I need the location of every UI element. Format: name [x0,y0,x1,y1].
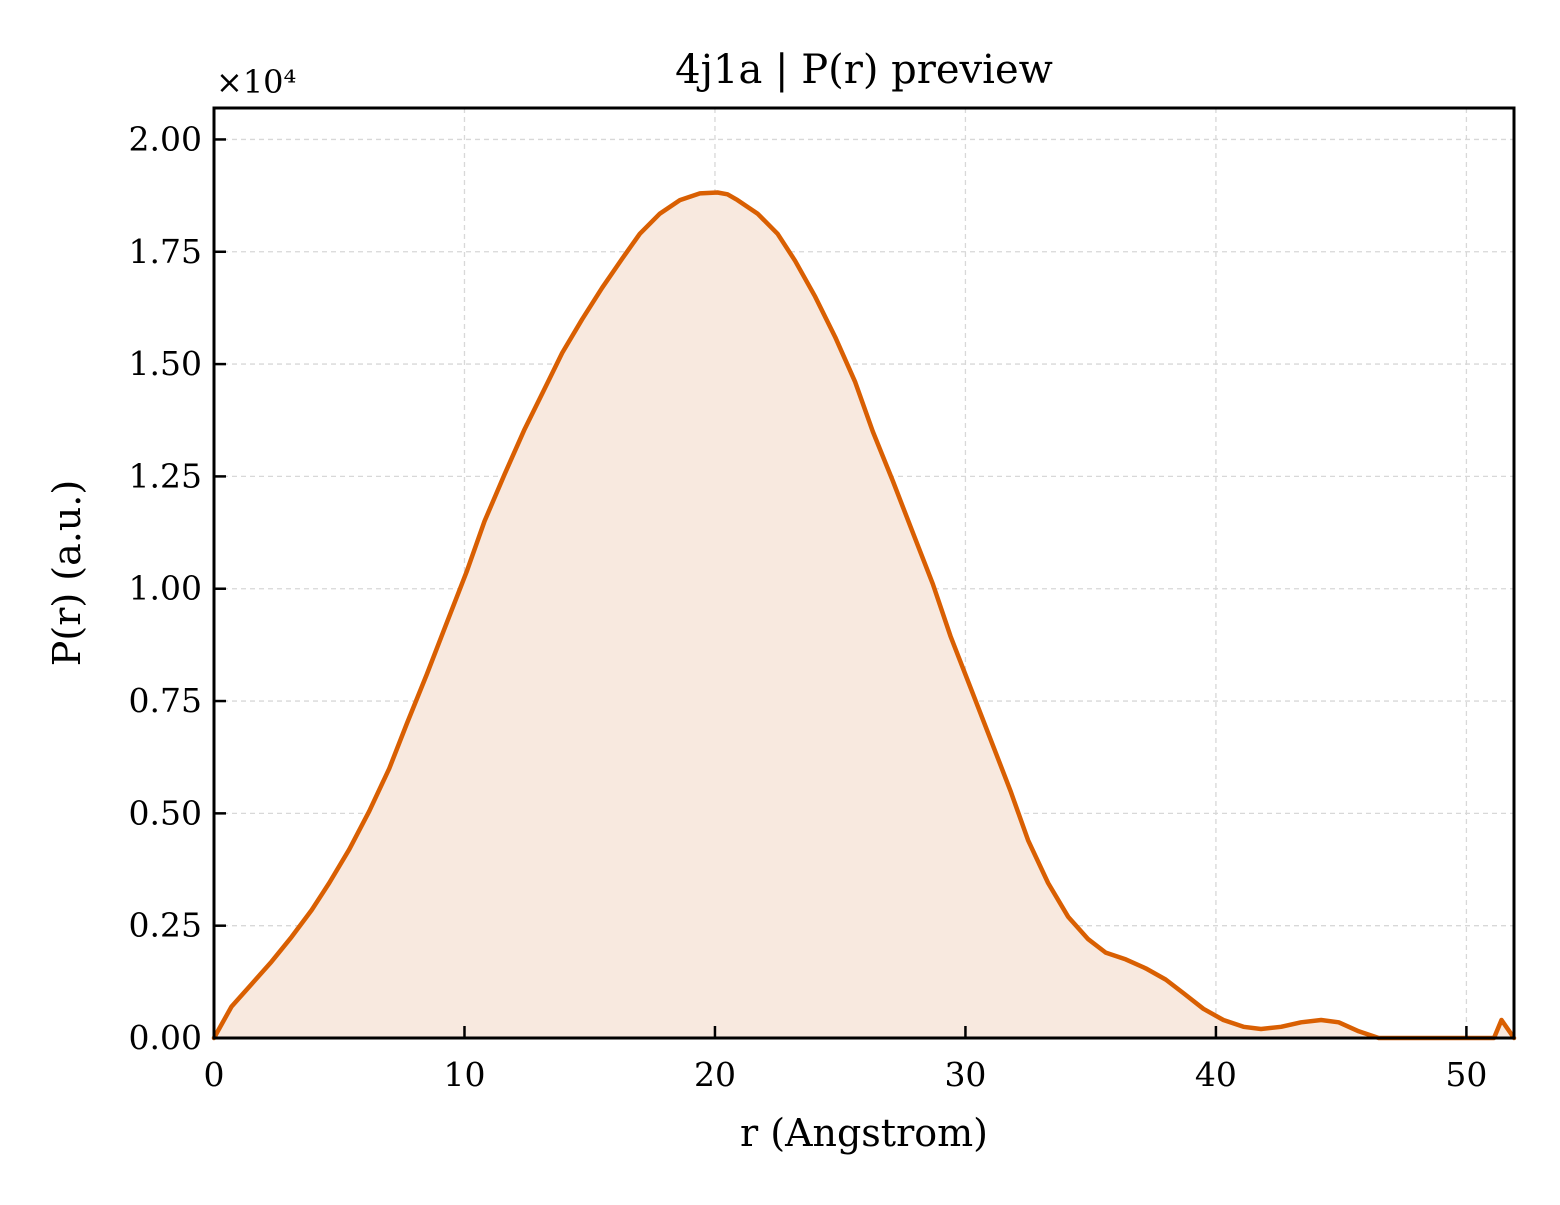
y-tick-label: 0.50 [129,793,202,832]
series-line [211,190,1517,1041]
area-fill [214,192,1514,1038]
plot-frame [212,106,1516,1040]
x-tick-labels: 0 10 20 30 40 50 [204,1055,1488,1094]
x-tick-label: 10 [443,1055,485,1094]
x-axis-label: r (Angstrom) [740,1111,988,1155]
y-tick-labels: 0.00 0.25 0.50 0.75 1.00 1.25 1.50 1.75 2.00 [129,119,202,1057]
x-tick-label: 40 [1195,1055,1237,1094]
y-tick-label: 1.75 [129,232,202,271]
area-fill-layer [214,192,1514,1038]
y-tick-label: 1.25 [129,456,202,495]
x-tick-label: 20 [694,1055,736,1094]
tick-marks [212,138,1468,1040]
y-tick-label: 2.00 [129,119,202,158]
y-axis-scale-offset: ×10⁴ [216,63,296,101]
y-axis-label: P(r) (a.u.) [45,480,89,666]
x-tick-label: 30 [944,1055,986,1094]
chart-title: 4j1a | P(r) preview [675,47,1053,93]
x-tick-label: 0 [204,1055,225,1094]
y-tick-label: 0.75 [129,681,202,720]
x-tick-label: 50 [1445,1055,1487,1094]
y-tick-label: 1.50 [129,344,202,383]
series-line-layer [211,190,1517,1041]
y-tick-label: 0.00 [129,1018,202,1057]
y-tick-label: 1.00 [129,569,202,608]
y-tick-label: 0.25 [129,906,202,945]
